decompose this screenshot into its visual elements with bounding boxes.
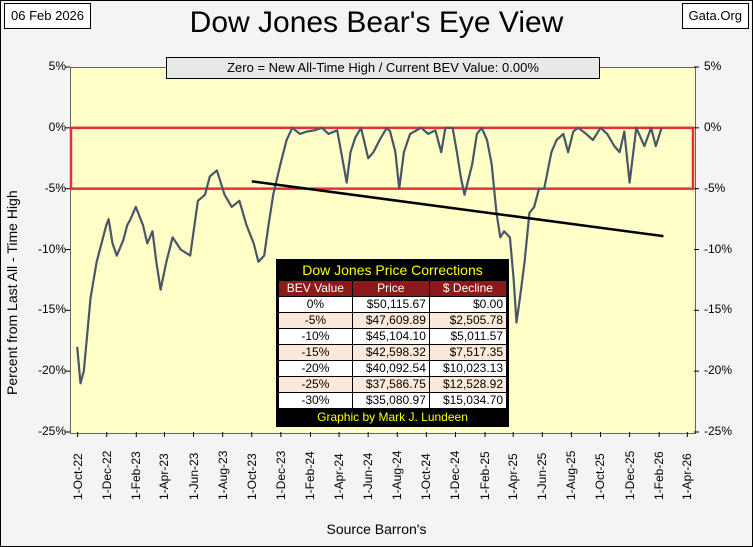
table-cell: $5,011.57 bbox=[428, 328, 508, 345]
table-cell: $47,609.89 bbox=[351, 312, 430, 329]
y-tick-label-right: 0% bbox=[704, 119, 722, 134]
x-tick-label: 1-Oct-25 bbox=[593, 453, 608, 500]
site-box: Gata.Org bbox=[681, 3, 749, 29]
table-column-header: Price bbox=[351, 280, 430, 297]
x-tick-label: 1-Apr-25 bbox=[506, 453, 521, 500]
x-tick-label: 1-Apr-24 bbox=[332, 453, 347, 500]
x-tick-label: 1-Oct-23 bbox=[244, 453, 259, 500]
x-tick-label: 1-Aug-24 bbox=[390, 450, 405, 500]
x-tick-label: 1-Apr-23 bbox=[157, 453, 172, 500]
table-cell: $15,034.70 bbox=[428, 392, 508, 409]
chart-subtitle: Zero = New All-Time High / Current BEV V… bbox=[166, 57, 600, 79]
table-cell: $10,023.13 bbox=[428, 360, 508, 377]
table-cell: -10% bbox=[278, 328, 353, 345]
table-cell: $45,104.10 bbox=[351, 328, 430, 345]
table-cell: $0.00 bbox=[428, 296, 508, 313]
x-tick-label: 1-Aug-23 bbox=[215, 450, 230, 500]
x-tick-label: 1-Dec-25 bbox=[622, 450, 637, 500]
table-cell: -25% bbox=[278, 376, 353, 393]
y-tick-label-right: 5% bbox=[704, 59, 722, 73]
date-box: 06 Feb 2026 bbox=[4, 3, 92, 29]
x-tick-label: 1-Apr-26 bbox=[680, 453, 695, 500]
y-tick-label-right: -10% bbox=[704, 241, 733, 256]
table-cell: $12,528.92 bbox=[428, 376, 508, 393]
table-row: -20% $40,092.54 $10,023.13 bbox=[278, 360, 508, 377]
trend-line bbox=[251, 180, 664, 238]
table-column-header: $ Decline bbox=[428, 280, 508, 297]
corrections-table: Dow Jones Price Corrections BEV Value Pri… bbox=[276, 259, 509, 427]
table-cell: $2,505.78 bbox=[428, 312, 508, 329]
x-tick-label: 1-Jun-23 bbox=[186, 452, 201, 500]
table-column-header: BEV Value bbox=[278, 280, 353, 297]
x-tick-label: 1-Jun-24 bbox=[361, 452, 376, 500]
y-tick-label-left: -5% bbox=[44, 180, 66, 195]
table-cell: -30% bbox=[278, 392, 353, 409]
x-tick-label: 1-Aug-25 bbox=[564, 450, 579, 500]
y-tick-label-left: -15% bbox=[37, 302, 66, 317]
x-tick-label: 1-Oct-22 bbox=[70, 453, 85, 500]
table-cell: -15% bbox=[278, 344, 353, 361]
x-tick-label: 1-Jun-25 bbox=[535, 452, 550, 500]
chart-title: Dow Jones Bear's Eye View bbox=[189, 6, 564, 39]
table-cell: -5% bbox=[278, 312, 353, 329]
x-tick-label: 1-Feb-25 bbox=[478, 451, 493, 500]
x-tick-label: 1-Dec-24 bbox=[448, 450, 463, 500]
y-tick-label-left: 0% bbox=[48, 119, 66, 134]
x-tick-label: 1-Feb-23 bbox=[129, 451, 144, 500]
y-axis-label: Percent from Last All - Time High bbox=[4, 190, 20, 395]
bev-series-line bbox=[76, 126, 663, 385]
x-axis-label: Source Barron's bbox=[326, 521, 427, 537]
y-tick-label-left: -20% bbox=[37, 363, 66, 378]
x-tick-label: 1-Dec-23 bbox=[273, 450, 288, 500]
x-tick-label: 1-Feb-24 bbox=[303, 451, 318, 500]
table-cell: $37,586.75 bbox=[351, 376, 430, 393]
y-tick-label-right: -5% bbox=[704, 180, 726, 195]
table-cell: -20% bbox=[278, 360, 353, 377]
table-cell: $40,092.54 bbox=[351, 360, 430, 377]
table-row: 0% $50,115.67 $0.00 bbox=[278, 296, 508, 313]
x-tick-label: 1-Oct-24 bbox=[419, 453, 434, 500]
y-tick-label-right: -25% bbox=[704, 424, 733, 438]
x-tick-label: 1-Dec-22 bbox=[99, 450, 114, 500]
y-tick-label-right: -15% bbox=[704, 302, 733, 317]
table-row: -15% $42,598.32 $7,517.35 bbox=[278, 344, 508, 361]
table-row: -30% $35,080.97 $15,034.70 bbox=[278, 392, 508, 409]
y-tick-label-left: -10% bbox=[37, 241, 66, 256]
table-cell: $7,517.35 bbox=[428, 344, 508, 361]
corrections-grid: BEV Value Price $ Decline 0% $50,115.67 $0.0… bbox=[278, 280, 508, 409]
table-cell: 0% bbox=[278, 296, 353, 313]
table-cell: $50,115.67 bbox=[351, 296, 430, 313]
y-tick-label-left: 5% bbox=[48, 59, 66, 73]
table-row: -5% $47,609.89 $2,505.78 bbox=[278, 312, 508, 329]
table-footer: Graphic by Mark J. Lundeen bbox=[317, 410, 468, 424]
y-tick-label-left: -25% bbox=[37, 424, 66, 438]
table-row: -25% $37,586.75 $12,528.92 bbox=[278, 376, 508, 393]
table-row: -10% $45,104.10 $5,011.57 bbox=[278, 328, 508, 345]
table-cell: $42,598.32 bbox=[351, 344, 430, 361]
highlight-band bbox=[69, 126, 695, 190]
x-tick-label: 1-Feb-26 bbox=[652, 451, 667, 500]
table-cell: $35,080.97 bbox=[351, 392, 430, 409]
y-tick-label-right: -20% bbox=[704, 363, 733, 378]
table-title: Dow Jones Price Corrections bbox=[302, 262, 483, 278]
